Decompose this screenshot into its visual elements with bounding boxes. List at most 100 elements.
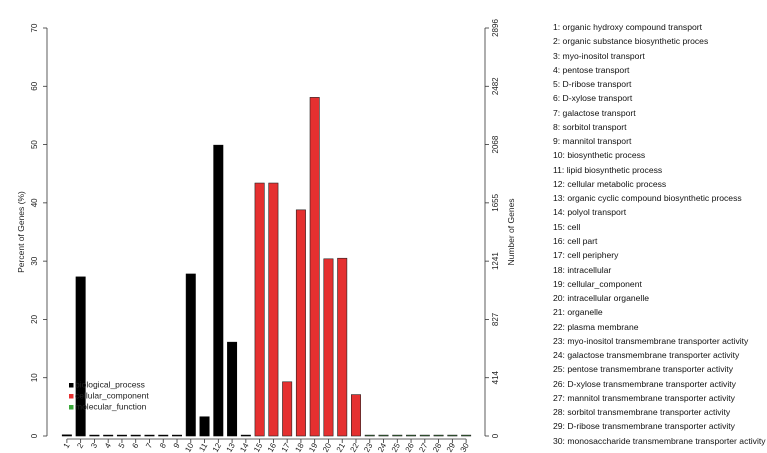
left-tick-label: 60 bbox=[30, 81, 39, 90]
category-label: 23: myo-inositol transmembrane transport… bbox=[553, 335, 749, 346]
bar bbox=[392, 434, 403, 437]
bar bbox=[254, 182, 265, 437]
left-tick-label: 30 bbox=[30, 256, 39, 265]
category-label: 4: pentose transport bbox=[553, 64, 630, 75]
x-tick-label: 13 bbox=[225, 441, 238, 453]
bar bbox=[406, 434, 417, 437]
category-label: 25: pentose transmembrane transporter ac… bbox=[553, 364, 734, 375]
category-label: 2: organic substance biosynthetic proces bbox=[553, 36, 709, 47]
x-tick-label: 17 bbox=[280, 441, 293, 453]
category-label-list: 1: organic hydroxy compound transport 2: … bbox=[553, 20, 766, 448]
x-tick-label: 3 bbox=[89, 441, 99, 450]
bar bbox=[130, 434, 141, 437]
left-tick-label: 40 bbox=[30, 198, 39, 207]
x-tick-label: 14 bbox=[238, 441, 251, 453]
bar bbox=[172, 434, 182, 437]
right-tick-label: 827 bbox=[491, 312, 500, 326]
category-label: 21: organelle bbox=[553, 307, 603, 318]
right-y-axis-title: Number of Genes bbox=[506, 198, 516, 265]
category-label: 3: myo-inositol transport bbox=[553, 50, 645, 61]
x-tick-label: 26 bbox=[404, 441, 417, 453]
bar bbox=[185, 273, 196, 437]
category-label: 14: polyol transport bbox=[553, 207, 627, 218]
x-tick-label: 21 bbox=[335, 441, 348, 453]
category-label: 15: cell bbox=[553, 221, 581, 232]
bar bbox=[213, 144, 224, 437]
x-tick-label: 16 bbox=[266, 441, 279, 453]
bar bbox=[295, 209, 306, 437]
x-tick-label: 23 bbox=[362, 441, 375, 453]
x-axis: 1 2 3 4 5 6 7 8 9 10 11 12 13 14 15 16 17 18 19 20 21 22 23 24 2… bbox=[62, 438, 472, 453]
x-tick-label: 2 bbox=[75, 441, 85, 450]
category-label: 16: cell part bbox=[553, 235, 598, 246]
category-label: 7: galactose transport bbox=[553, 107, 636, 118]
category-label: 12: cellular metabolic process bbox=[553, 178, 667, 189]
left-y-axis-title: Percent of Genes (%) bbox=[16, 191, 26, 273]
category-label: 11: lipid biosynthetic process bbox=[553, 164, 663, 175]
legend-swatch bbox=[69, 405, 74, 410]
right-y-axis: 0 414 827 1241 1655 2068 2482 2896 bbox=[484, 19, 500, 438]
bar bbox=[433, 434, 444, 437]
right-tick-label: 0 bbox=[491, 433, 500, 438]
left-y-axis: 0 10 20 30 40 50 60 70 bbox=[30, 23, 48, 438]
category-label: 6: D-xylose transport bbox=[553, 93, 633, 104]
bars bbox=[61, 97, 472, 437]
legend-label: biological_process bbox=[75, 380, 145, 390]
category-label: 1: organic hydroxy compound transport bbox=[553, 22, 703, 32]
bar bbox=[282, 381, 293, 437]
category-label: 8: sorbitol transport bbox=[553, 121, 627, 132]
x-tick-label: 25 bbox=[390, 441, 403, 453]
category-label: 24: galactose transmembrane transporter … bbox=[553, 350, 740, 361]
x-tick-label: 27 bbox=[417, 441, 430, 453]
legend-swatch bbox=[69, 383, 74, 388]
x-tick-label: 1 bbox=[62, 441, 72, 450]
category-label: 27: mannitol transmembrane transporter a… bbox=[553, 392, 735, 403]
x-tick-label: 7 bbox=[144, 441, 154, 450]
x-tick-label: 29 bbox=[445, 441, 458, 453]
category-label: 30: monosaccharide transmembrane transpo… bbox=[553, 435, 766, 446]
bar bbox=[337, 257, 348, 437]
bar bbox=[116, 434, 127, 437]
x-tick-label: 24 bbox=[376, 441, 389, 453]
category-label: 29: D-ribose transmembrane transporter a… bbox=[553, 421, 735, 432]
right-tick-label: 1655 bbox=[491, 193, 500, 211]
category-label: 10: biosynthetic process bbox=[553, 150, 646, 161]
category-label: 22: plasma membrane bbox=[553, 321, 639, 332]
bar bbox=[268, 182, 279, 437]
x-tick-label: 4 bbox=[103, 441, 113, 450]
bar bbox=[158, 434, 169, 437]
x-tick-label: 19 bbox=[307, 441, 320, 453]
category-label: 5: D-ribose transport bbox=[553, 79, 632, 90]
x-tick-label: 6 bbox=[130, 441, 140, 450]
x-tick-label: 5 bbox=[117, 441, 127, 450]
right-tick-label: 2896 bbox=[491, 19, 500, 37]
x-tick-label: 12 bbox=[211, 441, 224, 453]
bar bbox=[364, 434, 375, 437]
x-tick-label: 15 bbox=[252, 441, 265, 453]
x-tick-label: 18 bbox=[293, 441, 306, 453]
category-label: 20: intracellular organelle bbox=[553, 293, 650, 304]
bar bbox=[309, 97, 320, 437]
bar bbox=[447, 434, 458, 437]
bar bbox=[75, 276, 86, 437]
category-label: 18: intracellular bbox=[553, 264, 612, 275]
right-tick-label: 1241 bbox=[491, 252, 500, 270]
bar bbox=[89, 434, 100, 437]
x-tick-label: 22 bbox=[348, 441, 361, 453]
right-tick-label: 414 bbox=[491, 370, 500, 384]
right-tick-label: 2068 bbox=[491, 135, 500, 153]
bar bbox=[419, 434, 430, 437]
bar bbox=[199, 416, 210, 437]
right-tick-label: 2482 bbox=[491, 77, 500, 95]
x-tick-label: 30 bbox=[459, 441, 472, 453]
bar bbox=[61, 434, 72, 437]
category-label: 13: organic cyclic compound biosynthetic… bbox=[553, 193, 742, 204]
bar bbox=[378, 434, 389, 437]
legend-label: molecular_function bbox=[75, 402, 147, 412]
bar bbox=[144, 434, 155, 437]
bar bbox=[240, 434, 251, 437]
legend: biological_processcellular_componentmole… bbox=[69, 380, 149, 412]
x-tick-label: 8 bbox=[158, 441, 168, 450]
category-label: 17: cell periphery bbox=[553, 250, 619, 261]
